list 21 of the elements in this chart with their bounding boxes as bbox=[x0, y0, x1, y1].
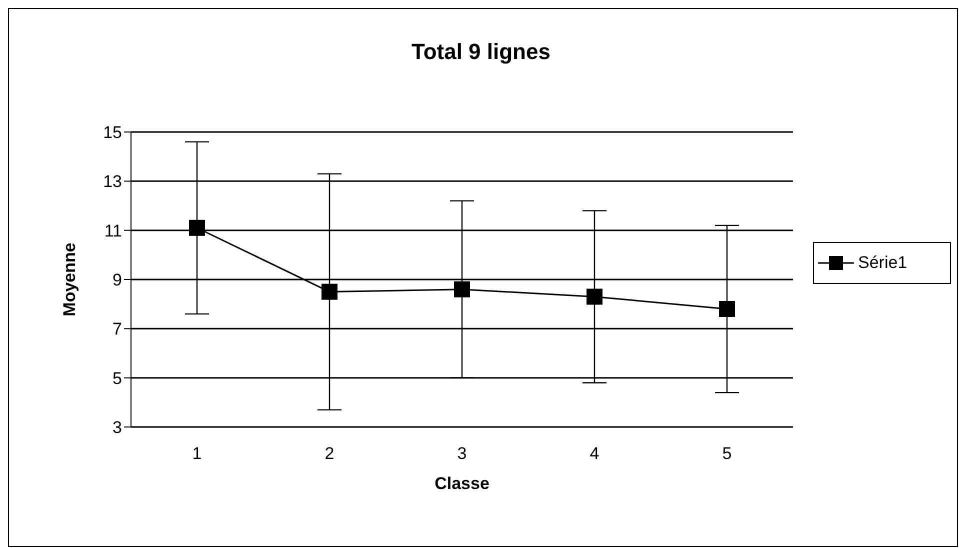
x-tick-label: 2 bbox=[324, 444, 334, 464]
x-tick-label: 4 bbox=[590, 444, 600, 464]
y-tick-label: 3 bbox=[112, 418, 122, 438]
x-tick-label: 5 bbox=[722, 444, 732, 464]
x-tick-label: 3 bbox=[457, 444, 467, 464]
legend-label: Série1 bbox=[858, 253, 908, 273]
point bbox=[586, 288, 602, 305]
y-tick-label: 13 bbox=[103, 172, 122, 192]
point bbox=[322, 284, 338, 300]
y-tick-label: 11 bbox=[104, 221, 122, 240]
y-tick-label: 7 bbox=[112, 320, 122, 339]
y-tick-label: 5 bbox=[112, 368, 122, 388]
y-axis-title: Moyenne bbox=[60, 242, 80, 316]
point bbox=[719, 301, 735, 317]
point bbox=[189, 220, 205, 236]
x-axis-title: Classe bbox=[434, 474, 490, 494]
chart-title: Total 9 lignes bbox=[410, 39, 552, 65]
point bbox=[454, 281, 470, 298]
y-tick-label: 15 bbox=[103, 123, 122, 142]
x-tick-label: 1 bbox=[192, 444, 202, 464]
y-tick-label: 9 bbox=[112, 270, 122, 290]
